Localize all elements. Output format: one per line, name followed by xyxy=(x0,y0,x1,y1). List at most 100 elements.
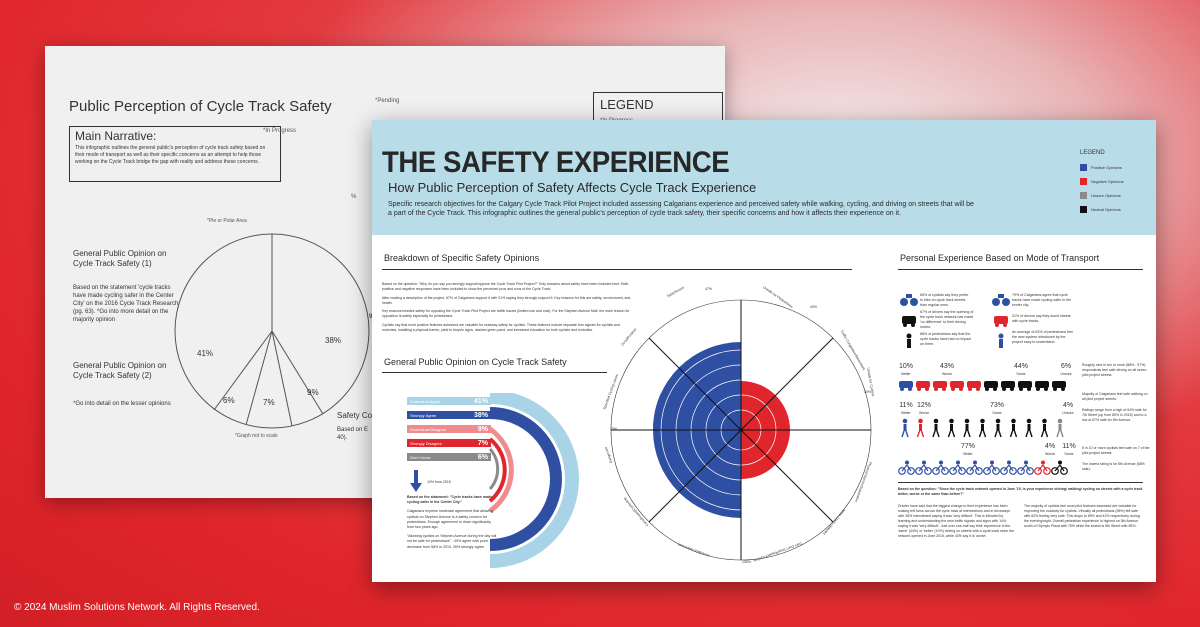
breakdown-p1: Based on the question: "Why do you say y… xyxy=(382,282,629,292)
legend-item-negative: Negative Opinions xyxy=(1080,178,1124,185)
radial-pct-30: 30% xyxy=(864,390,872,394)
gp-lead: Based on the statement: "Cycle tracks ha… xyxy=(407,495,493,505)
gp-p1: Calgarians express moderate agreement th… xyxy=(407,509,494,530)
walk-num: 4% xyxy=(1062,402,1074,409)
radial-pct-100: 100% xyxy=(742,560,751,564)
walk-lab: Same xyxy=(992,411,1002,415)
bicycle-icon xyxy=(949,460,966,475)
car-icon xyxy=(933,381,947,391)
car-icon xyxy=(1001,381,1015,391)
bicycle-icon xyxy=(983,460,1000,475)
breakdown-heading: Breakdown of Specific Safety Opinions xyxy=(384,253,540,263)
car-icon xyxy=(1035,381,1049,391)
pedestrian-icon xyxy=(1025,418,1033,438)
based-label: Based on E 40). xyxy=(337,427,369,441)
arrow-note: 10% from 2015 xyxy=(427,480,451,484)
walk-note1: Majority of Calgarians feel safe walking… xyxy=(1082,392,1148,401)
opinion2-note: *Go into detail on the lesser opinions xyxy=(73,401,171,407)
pedestrian-icon-row xyxy=(901,418,1064,438)
bike-note2: The lowest rating is for 5th Avenue (68%… xyxy=(1082,462,1145,471)
bike-num: 11% xyxy=(1062,443,1076,450)
bicycle-icon xyxy=(1017,460,1034,475)
front-infographic: THE SAFETY EXPERIENCE How Public Percept… xyxy=(372,120,1156,582)
legend-item-neutral: Neutral Opinions xyxy=(1080,206,1124,213)
radial-opinion-chart xyxy=(610,299,872,561)
pie-label-41: 41% xyxy=(197,349,214,358)
transport-stat: 88% of pedestrians say that the cycle tr… xyxy=(920,332,972,347)
car-num: 43% xyxy=(939,363,954,370)
bicycle-icon xyxy=(898,460,915,475)
bike-num: 77% xyxy=(960,443,975,450)
pedestrian-icon xyxy=(1040,418,1049,438)
pedestrian-icon xyxy=(901,418,909,438)
radial-pct-40: 40% xyxy=(810,305,818,309)
breakdown-p4: Cyclists say that most positive features… xyxy=(382,322,620,332)
car-icon xyxy=(1052,381,1066,391)
bicycle-icon xyxy=(966,460,983,475)
general-opinion-text: Based on the statement: "Cycle tracks ha… xyxy=(407,495,499,554)
legend-item-unsure: Unsure Opinions xyxy=(1080,192,1124,199)
legend-label: Negative Opinions xyxy=(1091,179,1124,184)
narrative-box: Main Narrative: This infographic outline… xyxy=(69,126,281,182)
car-icon xyxy=(950,381,964,391)
car-lab: Same xyxy=(1016,372,1026,376)
breakdown-p2: After reading a description of the proje… xyxy=(382,295,631,305)
hero-subtitle: How Public Perception of Safety Affects … xyxy=(388,180,757,195)
general-opinion-heading: General Public Opinion on Cycle Track Sa… xyxy=(384,357,567,367)
opinion-label: Strongly Disagree xyxy=(410,440,442,446)
pedestrian-icon xyxy=(1009,418,1018,438)
transport-foot-lead: Based on the question: "Since the cycle … xyxy=(898,487,1143,497)
bike-num: 4% xyxy=(1044,443,1056,450)
narrative-title: Main Narrative: xyxy=(75,129,157,143)
bicycle-icon xyxy=(1051,460,1068,475)
car-num: 6% xyxy=(1060,363,1072,370)
safety-label: Safety Co xyxy=(337,411,373,420)
car-lab: Unsure xyxy=(1060,372,1072,376)
radial-pct-15: 15% xyxy=(610,427,618,431)
opinion1-title: General Public Opinion on Cycle Track Sa… xyxy=(73,249,167,269)
hero-title: THE SAFETY EXPERIENCE xyxy=(382,146,730,179)
bike-lab: Worse xyxy=(1044,452,1056,456)
front-legend: LEGEND Positive Opinions Negative Opinio… xyxy=(1080,150,1124,220)
back-pending-note: *Pending xyxy=(375,98,400,104)
opinion-row: Somewhat Disagree 9% xyxy=(407,425,491,433)
opinion-value: 41% xyxy=(473,397,488,405)
transport-foot-rule xyxy=(898,482,1143,483)
transport-foot-right: The majority of cyclists feel most pilot… xyxy=(1024,504,1140,529)
opinion-label: Somewhat Disagree xyxy=(410,426,447,432)
opinion-value: 6% xyxy=(477,453,488,461)
pedestrian-icon xyxy=(947,418,956,438)
back-legend-title: LEGEND xyxy=(600,97,654,112)
car-icon xyxy=(984,381,998,391)
radial-pct-47: 47% xyxy=(705,287,713,291)
opinion-row: Strongly Agree 38% xyxy=(407,411,491,419)
opinion-row: Don't Know 6% xyxy=(407,453,491,461)
walk-lab: Worse xyxy=(918,411,930,415)
bike-note1: 8 in 10 or more cyclists feel safe on 7 … xyxy=(1082,446,1150,455)
car-note: Roughly nine in ten or more (88% - 97%) … xyxy=(1082,363,1147,377)
bike-lab: Better xyxy=(963,452,973,456)
pie-label-38: 38% xyxy=(325,336,342,345)
car-icon-row xyxy=(899,381,1066,391)
transport-foot-left: Drivers have said that the biggest chang… xyxy=(898,504,1015,539)
back-title: Public Perception of Cycle Track Safety xyxy=(69,98,332,115)
legend-swatch xyxy=(1080,178,1087,185)
car-lab: Better xyxy=(901,372,911,376)
opinion-label: Strongly Agree xyxy=(410,412,437,418)
walk-num: 11% xyxy=(899,402,913,409)
pie-label-9: 9% xyxy=(307,388,319,397)
transport-stat: 79% of Calgarians agree that cycle track… xyxy=(1012,293,1072,308)
transport-rule xyxy=(898,269,1143,270)
pedestrian-icon xyxy=(994,418,1002,438)
opinion-value: 38% xyxy=(473,411,488,419)
back-pie-chart xyxy=(174,233,370,429)
legend-swatch xyxy=(1080,206,1087,213)
legend-label: Positive Opinions xyxy=(1091,165,1122,170)
pedestrian-icon xyxy=(978,418,987,438)
arrow-down-icon xyxy=(410,470,422,492)
car-icon xyxy=(967,381,981,391)
car-num: 10% xyxy=(898,363,913,370)
car-num: 44% xyxy=(1013,363,1028,370)
walk-lab: Better xyxy=(901,411,911,415)
bicycle-icon xyxy=(1034,460,1051,475)
